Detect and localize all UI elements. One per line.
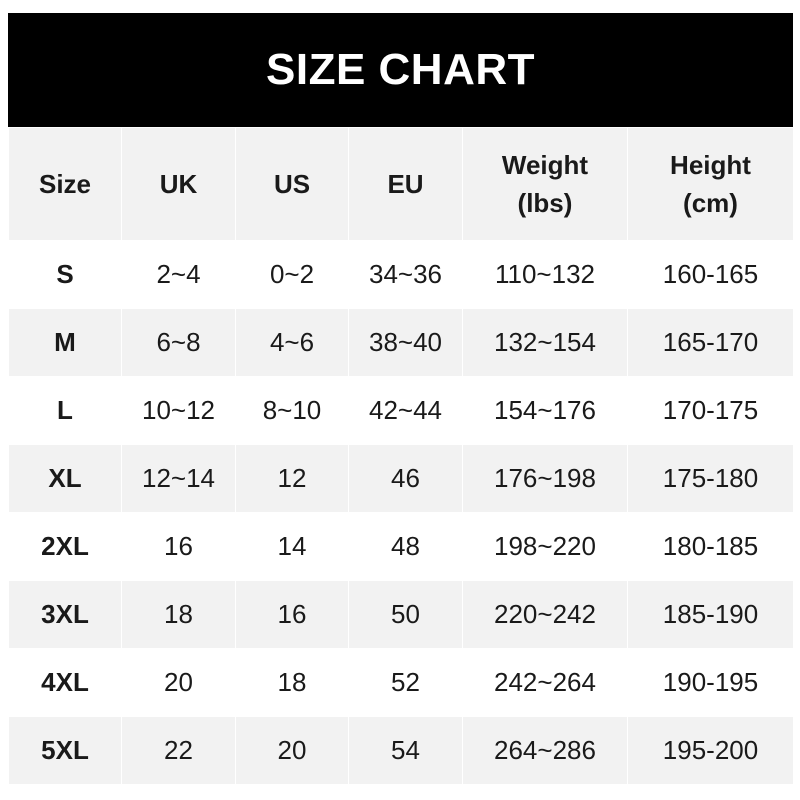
cell-uk: 18: [121, 580, 236, 649]
cell-height: 165-170: [627, 308, 794, 377]
cell-weight: 198~220: [462, 512, 628, 581]
cell-uk: 12~14: [121, 444, 236, 513]
cell-us: 20: [235, 716, 349, 785]
cell-uk: 16: [121, 512, 236, 581]
header-weight: Weight (lbs): [462, 127, 628, 241]
header-us: US: [235, 127, 349, 241]
cell-eu: 52: [348, 648, 463, 717]
table-row: M 6~8 4~6 38~40 132~154 165-170: [8, 308, 794, 377]
header-uk-line: UK: [159, 169, 198, 199]
cell-height: 170-175: [627, 376, 794, 445]
cell-uk: 2~4: [121, 240, 236, 309]
cell-weight: 154~176: [462, 376, 628, 445]
cell-size: XL: [8, 444, 122, 513]
table-row: 3XL 18 16 50 220~242 185-190: [8, 580, 794, 649]
header-us-line: US: [273, 169, 311, 199]
cell-us: 4~6: [235, 308, 349, 377]
cell-height: 175-180: [627, 444, 794, 513]
cell-uk: 22: [121, 716, 236, 785]
cell-eu: 48: [348, 512, 463, 581]
cell-us: 18: [235, 648, 349, 717]
cell-weight: 110~132: [462, 240, 628, 309]
cell-size: S: [8, 240, 122, 309]
cell-us: 8~10: [235, 376, 349, 445]
cell-us: 16: [235, 580, 349, 649]
cell-eu: 34~36: [348, 240, 463, 309]
table-row: 5XL 22 20 54 264~286 195-200: [8, 716, 794, 785]
header-eu: EU: [348, 127, 463, 241]
table-row: S 2~4 0~2 34~36 110~132 160-165: [8, 240, 794, 309]
cell-size: 4XL: [8, 648, 122, 717]
table-row: L 10~12 8~10 42~44 154~176 170-175: [8, 376, 794, 445]
cell-eu: 42~44: [348, 376, 463, 445]
cell-uk: 10~12: [121, 376, 236, 445]
cell-height: 195-200: [627, 716, 794, 785]
cell-weight: 242~264: [462, 648, 628, 717]
cell-eu: 50: [348, 580, 463, 649]
header-height-line: (cm): [683, 188, 738, 218]
cell-height: 160-165: [627, 240, 794, 309]
cell-size: M: [8, 308, 122, 377]
cell-height: 185-190: [627, 580, 794, 649]
cell-weight: 132~154: [462, 308, 628, 377]
header-row: Size UK US EU Weight (lbs) Height (cm): [8, 127, 794, 241]
size-chart-table: Size UK US EU Weight (lbs) Height (cm) S 2~4 0~2 3…: [8, 127, 794, 785]
cell-size: 2XL: [8, 512, 122, 581]
cell-height: 180-185: [627, 512, 794, 581]
header-eu-line: EU: [387, 169, 424, 199]
cell-weight: 264~286: [462, 716, 628, 785]
cell-uk: 20: [121, 648, 236, 717]
header-weight-line: (lbs): [517, 188, 573, 218]
header-size-line: Size: [38, 169, 92, 199]
cell-height: 190-195: [627, 648, 794, 717]
cell-weight: 176~198: [462, 444, 628, 513]
cell-us: 12: [235, 444, 349, 513]
table-row: 4XL 20 18 52 242~264 190-195: [8, 648, 794, 717]
header-height-line: Height: [670, 150, 751, 180]
cell-eu: 54: [348, 716, 463, 785]
cell-eu: 46: [348, 444, 463, 513]
header-uk: UK: [121, 127, 236, 241]
size-chart-title: SIZE CHART: [8, 13, 793, 127]
cell-us: 0~2: [235, 240, 349, 309]
header-height: Height (cm): [627, 127, 794, 241]
cell-eu: 38~40: [348, 308, 463, 377]
cell-weight: 220~242: [462, 580, 628, 649]
header-weight-line: Weight: [501, 150, 589, 180]
cell-size: 5XL: [8, 716, 122, 785]
table-row: XL 12~14 12 46 176~198 175-180: [8, 444, 794, 513]
cell-size: L: [8, 376, 122, 445]
cell-uk: 6~8: [121, 308, 236, 377]
cell-size: 3XL: [8, 580, 122, 649]
cell-us: 14: [235, 512, 349, 581]
header-size: Size: [8, 127, 122, 241]
table-row: 2XL 16 14 48 198~220 180-185: [8, 512, 794, 581]
